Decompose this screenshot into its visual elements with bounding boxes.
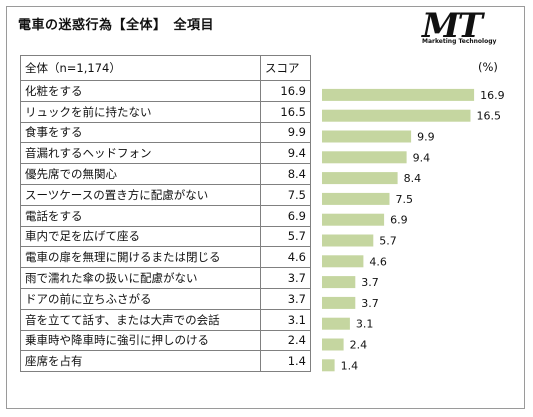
- row-score: 3.7: [260, 287, 311, 310]
- row-score: 3.1: [260, 308, 311, 331]
- row-label: 座席を占有: [20, 350, 261, 373]
- row-score: 9.9: [260, 121, 311, 144]
- bar: [322, 172, 398, 185]
- bar: [322, 276, 356, 289]
- row-score: 7.5: [260, 183, 311, 206]
- table-row: 食事をする 9.9: [20, 121, 311, 144]
- row-label: 化粧をする: [20, 80, 261, 102]
- bar: [322, 296, 356, 309]
- row-label: 食事をする: [20, 121, 261, 144]
- bar: [322, 130, 412, 143]
- header-score-label: スコア: [260, 55, 311, 81]
- table-row: 化粧をする 16.9: [20, 80, 311, 102]
- row-label: 雨で濡れた傘の扱いに配慮がない: [20, 267, 261, 289]
- bar-value-label: 8.4: [404, 172, 422, 185]
- bar-value-label: 9.4: [413, 151, 431, 164]
- row-label: 電車の扉を無理に開けるまたは閉じる: [20, 246, 261, 269]
- row-score: 9.4: [260, 142, 311, 165]
- bar-value-label: 2.4: [350, 339, 368, 352]
- bar-value-label: 6.9: [390, 214, 408, 227]
- score-table: 全体（n=1,174） スコア 化粧をする 16.9 リュックを前に持たない 16.5…: [20, 55, 311, 373]
- bar-value-label: 3.7: [361, 297, 379, 310]
- row-label: 電話をする: [20, 204, 261, 227]
- row-label: 乗車時や降車時に強引に押しのける: [20, 329, 261, 352]
- bar: [322, 234, 374, 247]
- bar-value-label: 1.4: [341, 359, 359, 372]
- table-row: 車内で足を広げて座る 5.7: [20, 225, 311, 248]
- company-logo: MT Marketing Technology: [420, 6, 516, 48]
- bar: [322, 109, 471, 122]
- table-row: 音を立てて話す、または大声での会話 3.1: [20, 308, 311, 331]
- bar: [322, 213, 385, 226]
- row-label: 車内で足を広げて座る: [20, 225, 261, 248]
- table-row: 座席を占有 1.4: [20, 350, 311, 373]
- row-score: 6.9: [260, 204, 311, 227]
- bar: [322, 338, 344, 351]
- bar-value-label: 9.9: [417, 131, 435, 144]
- logo-text: Marketing Technology: [422, 38, 497, 45]
- bar-value-label: 16.5: [477, 110, 502, 123]
- bar: [322, 192, 390, 205]
- row-score: 8.4: [260, 163, 311, 185]
- bar-value-label: 16.9: [480, 89, 505, 102]
- chart-title: 電車の迷惑行為【全体】 全項目: [18, 18, 215, 33]
- row-label: 音漏れするヘッドフォン: [20, 142, 261, 165]
- bar-value-label: 4.6: [369, 255, 387, 268]
- bar: [322, 359, 335, 372]
- bar-value-label: 7.5: [396, 193, 414, 206]
- table-row: 乗車時や降車時に強引に押しのける 2.4: [20, 329, 311, 352]
- header-sample-label: 全体（n=1,174）: [20, 55, 261, 81]
- bar-value-label: 3.1: [356, 318, 374, 331]
- table-row: 音漏れするヘッドフォン 9.4: [20, 142, 311, 165]
- bar-value-label: 3.7: [361, 276, 379, 289]
- table-row: 雨で濡れた傘の扱いに配慮がない 3.7: [20, 267, 311, 289]
- bar: [322, 151, 407, 164]
- table-header-row: 全体（n=1,174） スコア: [20, 55, 311, 81]
- table-row: 電話をする 6.9: [20, 204, 311, 227]
- row-score: 1.4: [260, 350, 311, 373]
- bar: [322, 255, 364, 268]
- row-score: 5.7: [260, 225, 311, 248]
- bar: [322, 88, 475, 101]
- bar-value-label: 5.7: [379, 235, 397, 248]
- bar: [322, 317, 350, 330]
- unit-label: (%): [478, 60, 498, 74]
- table-row: スーツケースの置き方に配慮がない 7.5: [20, 183, 311, 206]
- logo-mark: MT: [422, 6, 483, 46]
